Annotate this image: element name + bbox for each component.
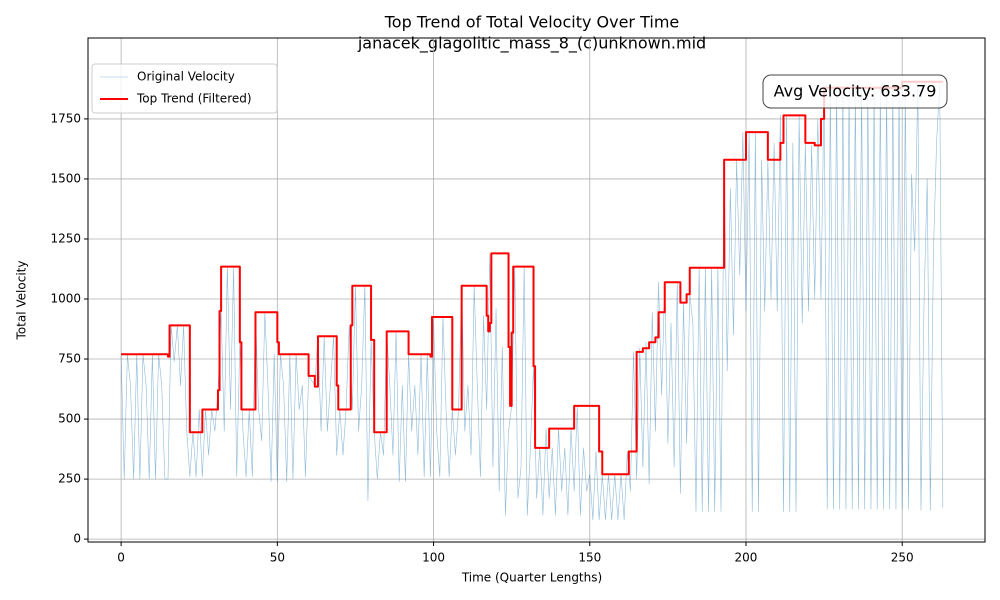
y-tick-label: 1500 xyxy=(50,171,81,185)
annotation-box xyxy=(762,74,948,109)
legend-box xyxy=(91,63,278,114)
x-tick-label: 250 xyxy=(891,551,914,565)
chart-title: Top Trend of Total Velocity Over Time xyxy=(384,13,680,32)
x-tick-label: 0 xyxy=(117,551,125,565)
y-tick-label: 1750 xyxy=(50,111,81,125)
legend-label: Original Velocity xyxy=(137,70,235,84)
legend-label: Top Trend (Filtered) xyxy=(136,92,252,106)
x-tick-label: 50 xyxy=(270,551,285,565)
x-axis-label: Time (Quarter Lengths) xyxy=(461,571,602,585)
y-tick-label: 250 xyxy=(58,472,81,486)
x-tick-label: 100 xyxy=(422,551,445,565)
chart-subtitle: janacek_glagolitic_mass_8_(c)unknown.mid xyxy=(357,34,706,54)
x-tick-label: 200 xyxy=(735,551,758,565)
y-tick-label: 1250 xyxy=(50,231,81,245)
y-tick-label: 500 xyxy=(58,412,81,426)
y-tick-label: 0 xyxy=(73,532,81,546)
series-line xyxy=(121,80,943,476)
annotation: Avg Velocity: 633.79 xyxy=(774,82,937,101)
y-tick-label: 1000 xyxy=(50,292,81,306)
x-tick-label: 150 xyxy=(578,551,601,565)
y-axis-label: Total Velocity xyxy=(15,261,29,341)
y-tick-label: 750 xyxy=(58,352,81,366)
series-line xyxy=(120,82,944,521)
plot-frame xyxy=(87,37,986,543)
